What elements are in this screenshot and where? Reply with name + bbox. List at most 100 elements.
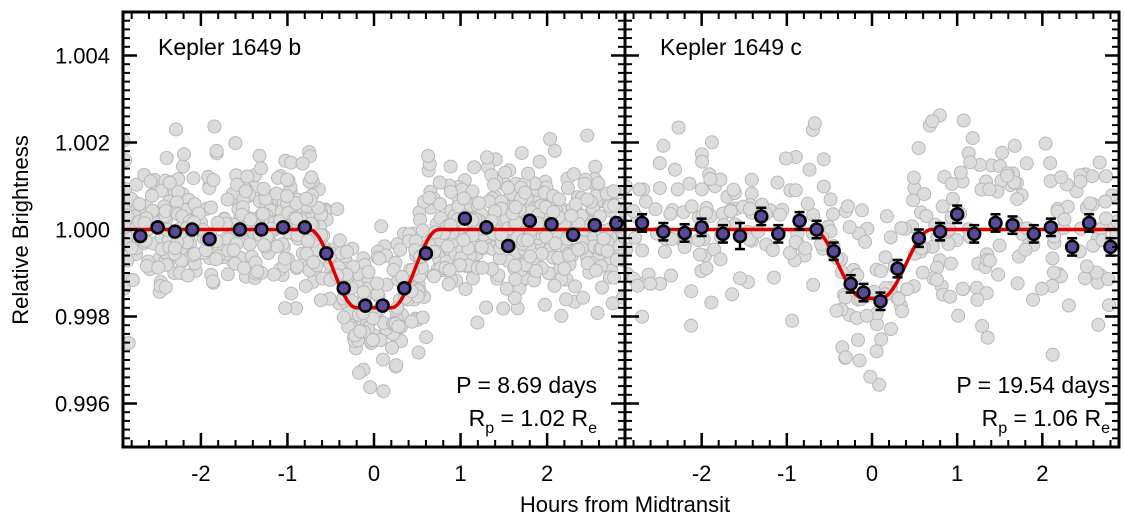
raw-point: [532, 154, 547, 169]
binned-point: [694, 217, 709, 238]
raw-point: [872, 377, 887, 392]
raw-point: [336, 310, 351, 325]
raw-point: [280, 189, 295, 203]
raw-point: [177, 147, 191, 162]
x-tick-label: -2: [692, 461, 712, 486]
raw-point: [955, 281, 970, 296]
raw-point: [421, 148, 436, 163]
raw-point: [652, 181, 667, 196]
x-tick-label: 1: [454, 461, 466, 486]
raw-point: [648, 202, 663, 217]
raw-point: [723, 204, 738, 219]
binned-point: [856, 282, 871, 303]
raw-point: [332, 233, 347, 248]
raw-point: [487, 177, 501, 192]
raw-point: [894, 221, 909, 236]
raw-point: [520, 233, 535, 248]
binned-point: [418, 246, 434, 261]
raw-point: [442, 263, 457, 277]
raw-point: [571, 242, 586, 257]
raw-point: [906, 170, 921, 185]
raw-point: [713, 252, 728, 267]
transit-model-line: [123, 227, 625, 310]
raw-point: [692, 247, 707, 262]
raw-point: [537, 297, 552, 312]
raw-point: [546, 205, 561, 219]
raw-point: [891, 291, 906, 306]
raw-point: [298, 279, 313, 294]
raw-point: [851, 333, 865, 347]
raw-point: [874, 264, 888, 279]
binned-point: [911, 228, 927, 249]
raw-point: [389, 358, 404, 373]
raw-point: [607, 270, 622, 285]
raw-point: [707, 242, 722, 257]
raw-point: [941, 237, 956, 251]
raw-point: [1079, 259, 1094, 274]
raw-point: [475, 260, 490, 275]
raw-point: [508, 272, 523, 287]
raw-point: [643, 276, 658, 291]
raw-point: [1018, 242, 1033, 257]
raw-point: [826, 207, 840, 222]
raw-point: [277, 251, 292, 266]
raw-point: [980, 330, 995, 345]
raw-point: [991, 267, 1006, 282]
raw-point: [441, 277, 456, 292]
binned-point: [202, 231, 217, 247]
binned-point: [397, 280, 412, 296]
raw-point: [663, 206, 678, 221]
raw-point: [240, 169, 255, 184]
binned-point: [890, 258, 905, 279]
x-tick-label: 0: [866, 461, 878, 486]
raw-point: [206, 173, 221, 187]
raw-point: [547, 278, 562, 293]
binned-point: [500, 238, 516, 254]
raw-points-kepler-1649-c: [625, 108, 1119, 392]
raw-point: [370, 276, 385, 291]
raw-point: [879, 209, 894, 224]
raw-point: [1046, 265, 1061, 280]
raw-point: [1099, 169, 1113, 184]
y-tick-label: 0.996: [55, 392, 110, 417]
raw-point: [289, 211, 304, 226]
raw-point: [560, 181, 575, 195]
raw-point: [670, 182, 685, 197]
raw-point: [800, 196, 815, 211]
raw-point: [869, 344, 884, 359]
raw-point: [266, 267, 281, 282]
binned-point: [677, 223, 692, 243]
raw-point: [930, 272, 944, 287]
raw-point: [205, 274, 220, 289]
raw-point: [363, 380, 378, 395]
binned-point: [634, 213, 650, 233]
x-tick-label: 1: [951, 461, 963, 486]
binned-point: [1026, 223, 1042, 244]
binned-point: [732, 221, 748, 251]
raw-point: [1000, 168, 1015, 183]
raw-point: [859, 308, 874, 323]
binned-point: [609, 215, 624, 231]
binned-point: [167, 224, 183, 239]
raw-point: [726, 182, 741, 197]
raw-point: [507, 291, 522, 305]
binned-point: [358, 298, 373, 313]
raw-point: [963, 155, 978, 170]
binned-point: [565, 227, 581, 242]
raw-point: [432, 175, 447, 190]
binned-point: [479, 220, 494, 235]
raw-point: [1101, 272, 1116, 286]
raw-point: [630, 278, 645, 293]
x-tick-label: -1: [278, 461, 298, 486]
binned-point: [133, 228, 148, 244]
raw-point: [943, 289, 958, 304]
raw-point: [129, 177, 144, 192]
panel-title-c: Kepler 1649 c: [660, 34, 802, 60]
binned-point: [587, 217, 602, 233]
raw-point: [534, 246, 549, 261]
raw-point: [299, 191, 314, 206]
raw-point: [704, 135, 719, 150]
raw-point: [356, 285, 371, 300]
raw-point: [816, 179, 831, 194]
x-tick-labels: -2 -1 0 1 2 -2 -1 0 1 2: [191, 461, 1048, 486]
